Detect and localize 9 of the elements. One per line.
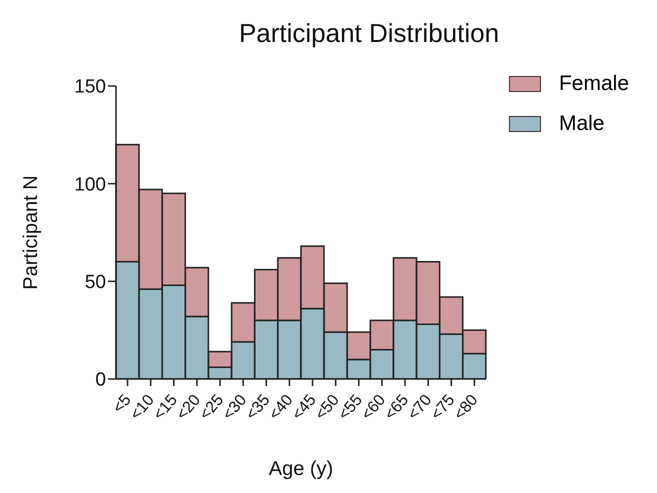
y-tick-label: 50 bbox=[84, 272, 106, 294]
y-axis-title: Participant N bbox=[20, 175, 42, 290]
y-tick-label: 150 bbox=[74, 76, 106, 98]
legend-label: Female bbox=[558, 72, 629, 96]
y-tick-label: 100 bbox=[74, 174, 106, 196]
chart-title: Participant Distribution bbox=[238, 18, 500, 49]
y-tick-label: 0 bbox=[95, 370, 106, 391]
x-axis-title: Age (y) bbox=[268, 458, 334, 480]
legend-label: Male bbox=[558, 112, 604, 136]
